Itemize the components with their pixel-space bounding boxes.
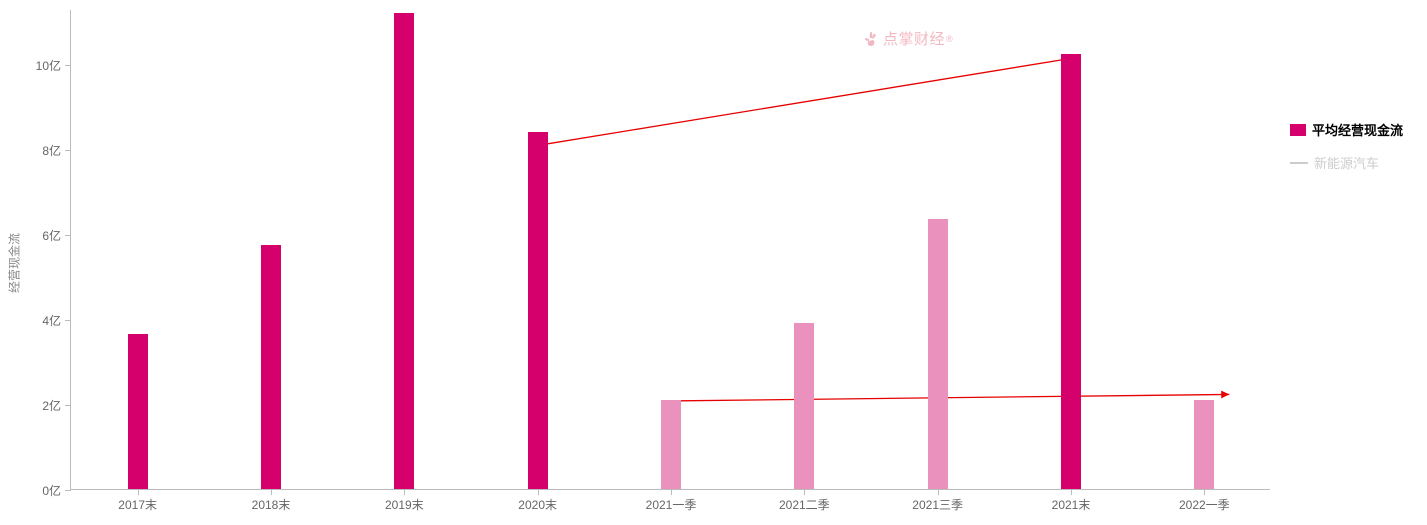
y-tick-label: 8亿 [42,142,61,159]
bar[interactable] [261,245,281,489]
y-axis-title: 经营现金流 [6,232,23,292]
bar[interactable] [928,219,948,489]
y-tick-label: 2亿 [42,397,61,414]
x-tick-label: 2021二季 [779,496,830,513]
bar[interactable] [128,334,148,489]
y-tick-mark [65,320,71,321]
legend-line-icon [1290,162,1308,164]
bar[interactable] [1194,400,1214,489]
legend: 平均经营现金流 新能源汽车 [1290,120,1427,186]
x-tick-label: 2017末 [118,496,157,513]
bar[interactable] [794,323,814,489]
x-tick-label: 2021一季 [646,496,697,513]
x-tick [1071,489,1072,495]
x-tick [138,489,139,495]
y-tick-mark [65,150,71,151]
y-tick-mark [65,490,71,491]
y-tick-label: 10亿 [36,57,61,74]
watermark-text: 点掌财经 [883,28,945,49]
x-tick-label: 2020末 [518,496,557,513]
annotation-arrow-line [681,394,1229,400]
chart-container: 经营现金流 0亿2亿4亿6亿8亿10亿2017末2018末2019末2020末2… [0,0,1427,525]
x-tick [1204,489,1205,495]
x-tick [671,489,672,495]
y-tick-mark [65,235,71,236]
bar[interactable] [528,132,548,489]
x-tick-label: 2021末 [1052,496,1091,513]
bar[interactable] [394,13,414,489]
legend-label: 新能源汽车 [1314,153,1379,172]
legend-item-series[interactable]: 平均经营现金流 [1290,120,1427,139]
x-tick-label: 2022一季 [1179,496,1230,513]
x-tick-label: 2018末 [252,496,291,513]
annotation-arrow-head-icon [1221,391,1229,399]
x-tick [404,489,405,495]
x-tick [271,489,272,495]
y-tick-label: 6亿 [42,227,61,244]
bar[interactable] [661,400,681,489]
y-tick-label: 4亿 [42,312,61,329]
watermark-reg-mark: ® [946,34,953,44]
legend-label: 平均经营现金流 [1312,120,1403,139]
x-tick-label: 2021三季 [912,496,963,513]
watermark: 点掌财经® [860,28,953,49]
y-tick-mark [65,65,71,66]
bar[interactable] [1061,54,1081,489]
y-tick-label: 0亿 [42,482,61,499]
legend-item-secondary[interactable]: 新能源汽车 [1290,153,1427,172]
watermark-logo-icon [860,29,880,49]
plot-area: 0亿2亿4亿6亿8亿10亿2017末2018末2019末2020末2021一季2… [70,10,1270,490]
y-tick-mark [65,405,71,406]
x-tick-label: 2019末 [385,496,424,513]
x-tick [804,489,805,495]
x-tick [538,489,539,495]
legend-swatch-icon [1290,124,1306,136]
x-tick [938,489,939,495]
annotation-arrow-line [548,57,1081,144]
